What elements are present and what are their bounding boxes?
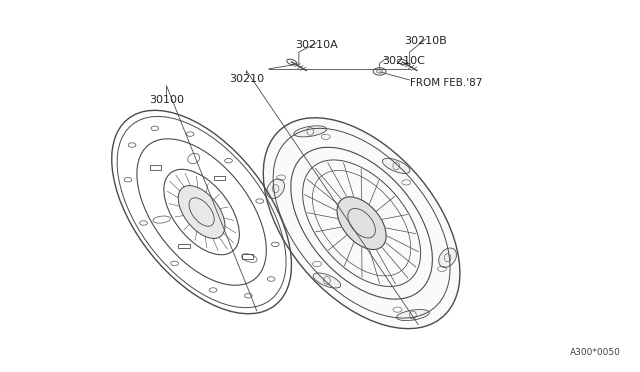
Ellipse shape bbox=[383, 158, 410, 173]
Ellipse shape bbox=[267, 179, 285, 198]
Ellipse shape bbox=[294, 126, 326, 137]
Text: FROM FEB.'87: FROM FEB.'87 bbox=[410, 78, 482, 88]
Text: 30210B: 30210B bbox=[404, 36, 447, 46]
Text: 30210A: 30210A bbox=[296, 40, 338, 50]
Ellipse shape bbox=[313, 273, 340, 288]
Ellipse shape bbox=[178, 186, 225, 238]
Text: A300*0050: A300*0050 bbox=[570, 348, 621, 357]
Text: 30210C: 30210C bbox=[382, 56, 425, 66]
Text: 30210: 30210 bbox=[229, 74, 264, 84]
Ellipse shape bbox=[397, 310, 429, 321]
Text: 30100: 30100 bbox=[149, 95, 184, 105]
Ellipse shape bbox=[263, 118, 460, 328]
Ellipse shape bbox=[438, 248, 456, 267]
Ellipse shape bbox=[337, 197, 386, 250]
